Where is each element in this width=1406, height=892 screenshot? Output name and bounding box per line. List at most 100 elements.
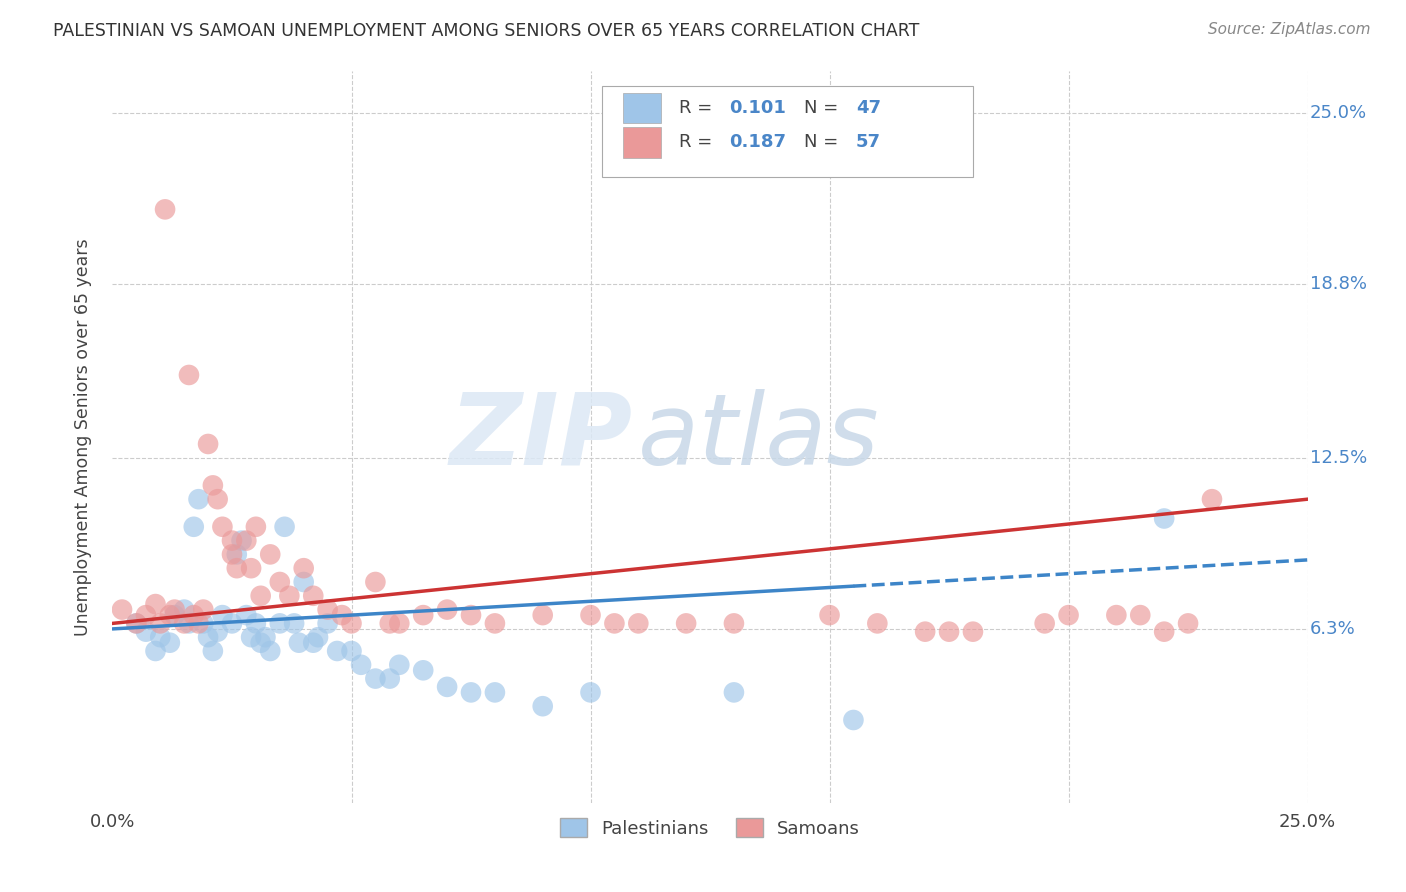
Text: 57: 57 [856,133,880,152]
Point [531,699,554,714]
Point [292,561,315,575]
Point [302,636,325,650]
Point [412,608,434,623]
Point [316,602,339,616]
FancyBboxPatch shape [623,93,661,123]
Point [288,636,311,650]
Text: 18.8%: 18.8% [1310,275,1367,293]
Point [135,624,157,639]
Point [340,644,363,658]
Point [292,574,315,589]
Point [350,657,373,672]
Point [273,520,295,534]
Point [1153,511,1175,525]
Point [962,624,984,639]
Point [842,713,865,727]
Point [269,616,291,631]
Point [245,520,267,534]
Point [302,589,325,603]
Point [245,616,267,631]
Point [436,680,458,694]
Point [197,630,219,644]
Text: ZIP: ZIP [450,389,633,485]
Point [187,492,209,507]
Point [125,616,148,631]
Point [201,644,224,658]
Point [1105,608,1128,623]
Text: 47: 47 [856,99,880,117]
Point [225,561,247,575]
Text: R =: R = [679,133,718,152]
Point [436,602,458,616]
Point [221,616,243,631]
Point [1129,608,1152,623]
Point [1033,616,1056,631]
Point [1177,616,1199,631]
Point [149,630,172,644]
Point [111,602,134,616]
Text: 12.5%: 12.5% [1310,449,1367,467]
Text: 0.101: 0.101 [730,99,786,117]
Point [723,616,745,631]
Point [159,608,181,623]
Text: 0.187: 0.187 [730,133,786,152]
Point [201,478,224,492]
Point [225,548,247,562]
Text: 25.0%: 25.0% [1310,103,1367,122]
Point [316,616,339,631]
Point [153,202,176,217]
Point [364,574,387,589]
Point [603,616,626,631]
Text: Source: ZipAtlas.com: Source: ZipAtlas.com [1208,22,1371,37]
Point [723,685,745,699]
Point [193,602,215,616]
Point [125,616,148,631]
Text: R =: R = [679,99,718,117]
Point [1201,492,1223,507]
Text: PALESTINIAN VS SAMOAN UNEMPLOYMENT AMONG SENIORS OVER 65 YEARS CORRELATION CHART: PALESTINIAN VS SAMOAN UNEMPLOYMENT AMONG… [53,22,920,40]
Point [187,616,209,631]
Point [531,608,554,623]
Point [579,608,602,623]
Point [675,616,697,631]
Point [326,644,349,658]
Point [307,630,329,644]
Point [163,602,186,616]
Point [259,644,281,658]
Point [177,368,200,382]
Point [211,608,233,623]
Point [484,616,506,631]
FancyBboxPatch shape [603,86,973,178]
Point [388,616,411,631]
Point [183,520,205,534]
Point [412,663,434,677]
Point [259,548,281,562]
Point [149,616,172,631]
Point [163,608,186,623]
Point [269,574,291,589]
Point [627,616,650,631]
Point [177,616,200,631]
Text: N =: N = [804,99,845,117]
Point [460,685,482,699]
Point [484,685,506,699]
Point [183,608,205,623]
Point [221,533,243,548]
Point [235,608,257,623]
Point [135,608,157,623]
Point [197,437,219,451]
Point [1153,624,1175,639]
Point [914,624,936,639]
Point [378,672,401,686]
Point [221,548,243,562]
Point [460,608,482,623]
Point [579,685,602,699]
Point [193,616,215,631]
Point [1057,608,1080,623]
Point [249,589,271,603]
Point [235,533,257,548]
Point [378,616,401,631]
Point [249,636,271,650]
Text: atlas: atlas [638,389,880,485]
FancyBboxPatch shape [623,127,661,158]
